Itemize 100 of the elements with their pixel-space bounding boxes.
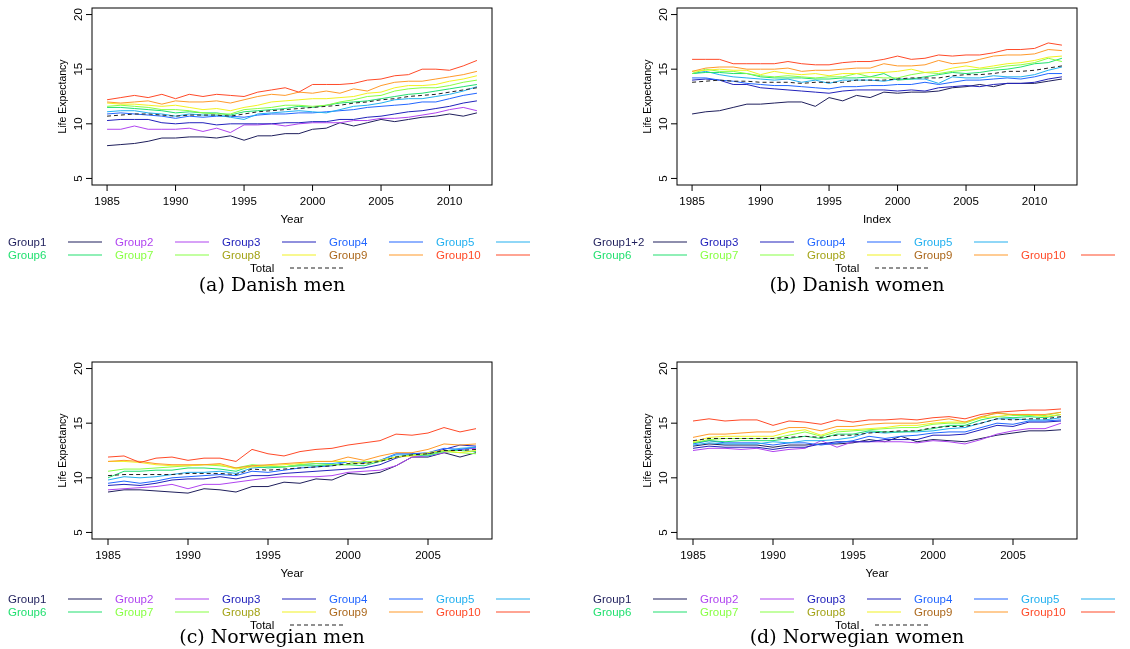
legend-label: Group7: [700, 249, 739, 261]
legend-label: Total: [835, 262, 860, 274]
legend-label: Group4: [329, 236, 368, 248]
x-tick-label: 1990: [175, 549, 201, 561]
x-tick-label: 2000: [884, 195, 911, 207]
legend-label: Group5: [436, 236, 475, 248]
legend-label: Group7: [115, 249, 154, 261]
legend-label: Group3: [700, 236, 739, 248]
line-series: [106, 59, 478, 101]
legend-label: Group6: [593, 249, 632, 261]
legend-label: Group9: [914, 249, 953, 261]
y-tick-label: 10: [657, 117, 669, 131]
y-tick-label: 5: [657, 175, 669, 182]
legend-label: Group5: [1021, 593, 1060, 605]
y-axis-title: Life Expectancy: [56, 58, 68, 134]
line-series: [107, 443, 477, 469]
legend-label: Group8: [222, 606, 261, 618]
line-series: [107, 427, 477, 464]
x-tick-label: 2005: [953, 195, 979, 207]
x-axis-title: Year: [280, 213, 304, 225]
line-series: [691, 49, 1063, 72]
x-tick-label: 2005: [415, 549, 441, 561]
y-tick-label: 20: [72, 8, 84, 21]
x-axis-title: Year: [865, 567, 889, 579]
legend-label: Group9: [329, 606, 368, 618]
y-tick-label: 15: [657, 62, 669, 76]
legend-label: Group10: [436, 249, 481, 261]
legend-label: Group6: [8, 249, 47, 261]
text: (a) Danish men: [198, 273, 346, 295]
legend-label: Group5: [914, 236, 953, 248]
y-axis-title: Life Expectancy: [641, 58, 653, 134]
y-tick-label: 10: [72, 471, 84, 485]
line-series: [691, 78, 1063, 115]
legend-label: Total: [250, 262, 275, 274]
legend-label: Group1+2: [593, 236, 645, 248]
line-series: [692, 429, 1062, 448]
y-tick-label: 5: [657, 529, 669, 536]
legend-label: Group3: [222, 593, 261, 605]
y-tick-label: 20: [72, 362, 84, 375]
legend-label: Group5: [436, 593, 475, 605]
x-tick-label: 2005: [1000, 549, 1026, 561]
x-tick-label: 1985: [680, 549, 706, 561]
legend-label: Group7: [115, 606, 154, 618]
legend-label: Group1: [8, 236, 47, 248]
legend-label: Total: [835, 619, 860, 631]
x-tick-label: 2010: [1021, 195, 1048, 207]
legend-label: Group7: [700, 606, 739, 618]
y-tick-label: 20: [657, 8, 669, 21]
line-series: [691, 73, 1063, 90]
x-tick-label: 1985: [95, 549, 121, 561]
legend-label: Total: [250, 619, 275, 631]
legend-label: Group3: [222, 236, 261, 248]
line-series: [691, 42, 1063, 66]
legend-label: Group1: [593, 593, 632, 605]
legend-label: Group2: [115, 593, 154, 605]
legend-label: Group10: [436, 606, 481, 618]
line-series: [692, 408, 1062, 426]
x-tick-label: 2000: [920, 549, 946, 561]
legend-label: Group9: [914, 606, 953, 618]
legend-label: Group3: [807, 593, 846, 605]
x-tick-label: 1995: [816, 195, 842, 207]
legend-label: Group2: [115, 236, 154, 248]
x-tick-label: 1990: [747, 195, 774, 207]
x-tick-label: 1990: [760, 549, 786, 561]
legend-label: Group6: [8, 606, 47, 618]
line-series: [691, 76, 1063, 94]
y-tick-label: 5: [72, 529, 84, 536]
legend-label: Group10: [1021, 606, 1066, 618]
x-tick-label: 2010: [436, 195, 463, 207]
y-tick-label: 15: [72, 62, 84, 76]
y-tick-label: 15: [657, 416, 669, 430]
x-tick-label: 1995: [231, 195, 257, 207]
text: (b) Danish women: [769, 273, 945, 295]
y-axis-title: Life Expectancy: [56, 412, 68, 488]
y-tick-label: 10: [72, 117, 84, 131]
legend-label: Group8: [807, 249, 846, 261]
legend-label: Group4: [329, 593, 368, 605]
line-series: [106, 100, 478, 126]
legend-label: Group8: [222, 249, 261, 261]
x-tick-label: 1985: [94, 195, 120, 207]
legend-label: Group4: [807, 236, 846, 248]
line-series: [106, 70, 478, 105]
line-series: [106, 106, 478, 134]
y-tick-label: 20: [657, 362, 669, 375]
y-tick-label: 15: [72, 416, 84, 430]
y-tick-label: 5: [72, 175, 84, 182]
x-tick-label: 1995: [255, 549, 281, 561]
legend-label: Group9: [329, 249, 368, 261]
legend-label: Group6: [593, 606, 632, 618]
x-tick-label: 1995: [840, 549, 866, 561]
line-series: [106, 112, 478, 147]
legend-label: Group10: [1021, 249, 1066, 261]
x-tick-label: 1985: [679, 195, 705, 207]
y-axis-title: Life Expectancy: [641, 412, 653, 488]
x-tick-label: 1990: [162, 195, 189, 207]
legend-label: Group1: [8, 593, 47, 605]
legend-label: Group4: [914, 593, 953, 605]
x-tick-label: 2005: [368, 195, 394, 207]
x-axis-title: Year: [280, 567, 304, 579]
y-tick-label: 10: [657, 471, 669, 485]
